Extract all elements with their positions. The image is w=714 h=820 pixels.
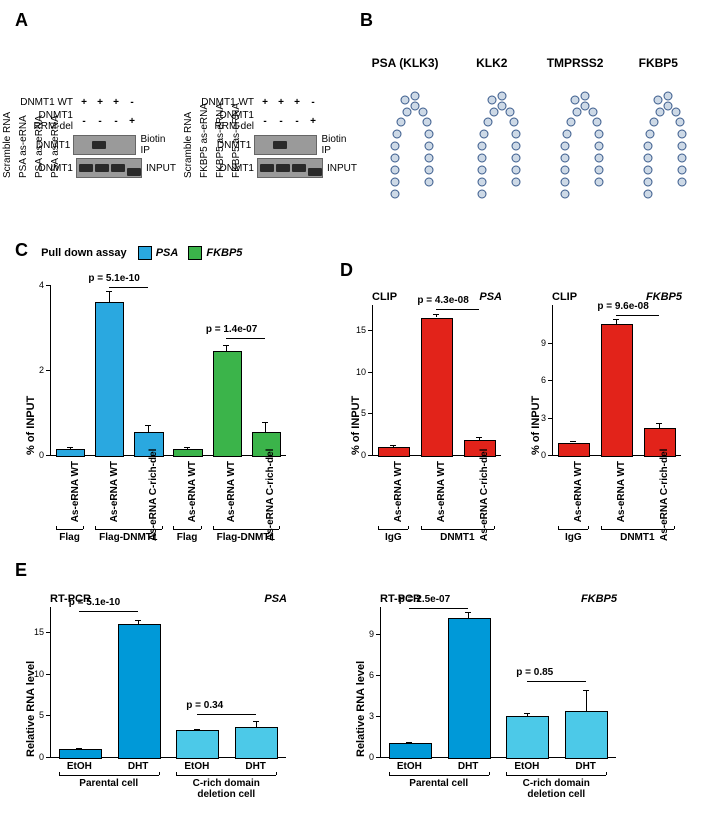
panel-C-chart: 024% of INPUTAs-eRNA WTAs-eRNA WTAs-eRNA… [15,265,295,545]
panel-A: A Scramble RNAPSA as-eRNAPSA as-eRNAPSA … [15,10,345,178]
figure: A Scramble RNAPSA as-eRNAPSA as-eRNAPSA … [10,10,704,810]
panel-B-label: B [360,10,373,30]
panel-A-blots: Scramble RNAPSA as-eRNAPSA as-eRNAPSA as… [15,35,345,178]
panel-D-label: D [340,260,353,280]
panel-E-charts: 051015Relative RNA levelEtOHDHTEtOHDHTPa… [15,585,705,805]
panel-C-title: Pull down assay [41,247,127,259]
panel-E: E 051015Relative RNA levelEtOHDHTEtOHDHT… [15,560,705,805]
panel-C: C Pull down assay PSAFKBP5 024% of INPUT… [15,240,325,545]
panel-B-structures: PSA (KLK3)KLK2TMPRSS2FKBP5 [360,56,700,207]
panel-C-legend: PSAFKBP5 [138,247,253,259]
panel-E-label: E [15,560,27,580]
panel-A-label: A [15,10,28,30]
panel-B: B PSA (KLK3)KLK2TMPRSS2FKBP5 [360,10,700,207]
panel-D: D 051015% of INPUTAs-eRNA WTAs-eRNA WTAs… [340,260,700,545]
panel-C-label: C [15,240,28,260]
panel-D-charts: 051015% of INPUTAs-eRNA WTAs-eRNA WTAs-e… [340,285,700,545]
